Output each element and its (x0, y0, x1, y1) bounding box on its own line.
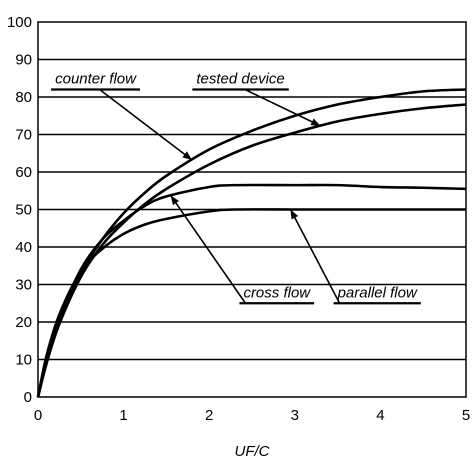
annotation-label-tested-device: tested device (196, 71, 284, 88)
annotation-leader-cross-flow (170, 194, 247, 304)
y-tick-label: 70 (15, 127, 32, 144)
series-lines (36, 88, 467, 398)
x-tick-label: 4 (376, 407, 384, 424)
annotation-arrowhead-parallel-flow (290, 209, 299, 220)
series-line-tested-device (36, 103, 467, 398)
annotation-leader-parallel-flow (289, 209, 341, 304)
y-tick-label: 10 (15, 352, 32, 369)
y-tick-label: 30 (15, 277, 32, 294)
annotation-label-parallel-flow: parallel flow (337, 284, 418, 301)
annotation-arrowhead-cross-flow (170, 195, 180, 206)
x-tick-label: 1 (119, 407, 127, 424)
x-tick-labels: 0 1 2 3 4 5 (34, 407, 470, 424)
y-tick-label: 80 (15, 89, 32, 106)
annotations: counter flow tested device cross flow paral… (51, 71, 421, 305)
annotation-arrowhead-tested-device (310, 118, 321, 126)
gridlines (38, 58, 466, 361)
x-axis-title: UF/C (235, 443, 270, 460)
x-tick-label: 0 (34, 407, 42, 424)
y-tick-label: 100 (7, 14, 32, 31)
series-line-parallel-flow (36, 208, 466, 398)
annotation-leader-tested-device (244, 88, 321, 127)
x-tick-label: 5 (462, 407, 470, 424)
annotation-label-cross-flow: cross flow (243, 284, 311, 301)
y-tick-label: 50 (15, 202, 32, 219)
y-tick-label: 90 (15, 52, 32, 69)
x-tick-label: 3 (291, 407, 299, 424)
annotation-label-counter-flow: counter flow (55, 71, 137, 88)
y-tick-label: 40 (15, 239, 32, 256)
y-tick-labels: 0 10 20 30 40 50 60 70 80 90 100 (7, 14, 32, 406)
annotation-leader-counter-flow (99, 88, 193, 161)
y-tick-label: 20 (15, 314, 32, 331)
y-tick-label: 60 (15, 164, 32, 181)
annotation-arrowhead-counter-flow (182, 151, 193, 160)
y-tick-label: 0 (24, 389, 32, 406)
x-tick-label: 2 (205, 407, 213, 424)
